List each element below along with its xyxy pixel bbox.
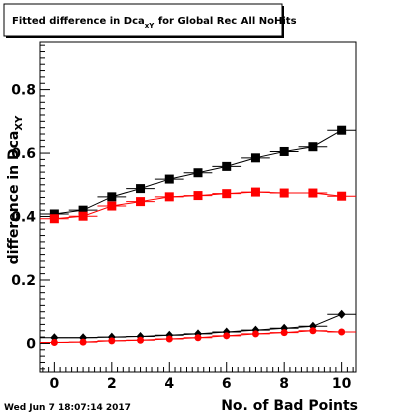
data-point-square <box>136 184 146 194</box>
x-tick-label: 10 <box>332 376 352 392</box>
y-axis-label-main: difference in Dca <box>6 131 22 265</box>
y-tick-label: 0 <box>26 336 36 352</box>
data-point-circle <box>165 335 173 343</box>
x-tick-label: 8 <box>279 376 289 392</box>
x-tick-label: 2 <box>107 376 117 392</box>
data-point-square <box>222 189 232 199</box>
data-point-circle <box>309 327 317 335</box>
data-point-square <box>193 168 203 178</box>
series-layer <box>40 125 356 346</box>
y-axis-label: difference in DcaXY <box>6 115 25 264</box>
x-axis-label: No. of Bad Points <box>221 398 358 414</box>
data-point-square <box>250 187 260 197</box>
chart-title-sub: xY <box>145 22 156 30</box>
data-point-circle <box>50 338 58 346</box>
data-point-square <box>78 205 88 215</box>
x-tick-label: 0 <box>49 376 59 392</box>
data-point-circle <box>338 328 346 336</box>
data-point-square <box>49 214 59 224</box>
chart-title-rest: for Global Rec All NoHits <box>154 16 296 27</box>
data-point-square <box>136 197 146 207</box>
y-axis-label-sub: XY <box>14 115 25 131</box>
chart-title-main: Fitted difference in Dca <box>12 16 145 27</box>
data-point-square <box>78 211 88 221</box>
y-tick-label: 0.6 <box>11 146 36 162</box>
data-point-square <box>193 191 203 201</box>
data-point-circle <box>108 337 116 345</box>
data-point-square <box>49 209 59 219</box>
data-point-square <box>337 125 347 135</box>
x-tick-label: 6 <box>222 376 232 392</box>
axes: 0 2 4 6 8 10 0 0.2 0.4 0.6 0.8 <box>11 44 354 392</box>
data-point-circle <box>280 329 288 337</box>
data-point-diamond <box>337 309 346 319</box>
data-point-square <box>164 174 174 184</box>
data-point-square <box>308 142 318 152</box>
data-point-square <box>222 161 232 171</box>
timestamp: Wed Jun 7 18:07:14 2017 <box>4 403 131 413</box>
series-2 <box>40 187 356 224</box>
data-point-square <box>279 188 289 198</box>
series-1 <box>40 125 356 219</box>
data-point-square <box>164 192 174 202</box>
chart-title: Fitted difference in DcaxY for Global Re… <box>12 16 297 30</box>
data-point-square <box>107 192 117 202</box>
data-point-square <box>337 191 347 201</box>
data-point-circle <box>194 334 202 342</box>
data-point-circle <box>251 330 259 338</box>
y-tick-label: 0.8 <box>11 83 36 99</box>
data-point-circle <box>79 338 87 346</box>
y-tick-label: 0.2 <box>11 273 36 289</box>
data-point-circle <box>223 332 231 340</box>
data-point-square <box>279 146 289 156</box>
data-point-square <box>308 188 318 198</box>
data-point-square <box>107 201 117 211</box>
title-box: Fitted difference in DcaxY for Global Re… <box>3 3 297 38</box>
series-4 <box>40 327 356 346</box>
y-tick-label: 0.4 <box>11 210 36 226</box>
data-point-circle <box>137 336 145 344</box>
x-tick-label: 4 <box>164 376 174 392</box>
data-point-square <box>250 153 260 163</box>
